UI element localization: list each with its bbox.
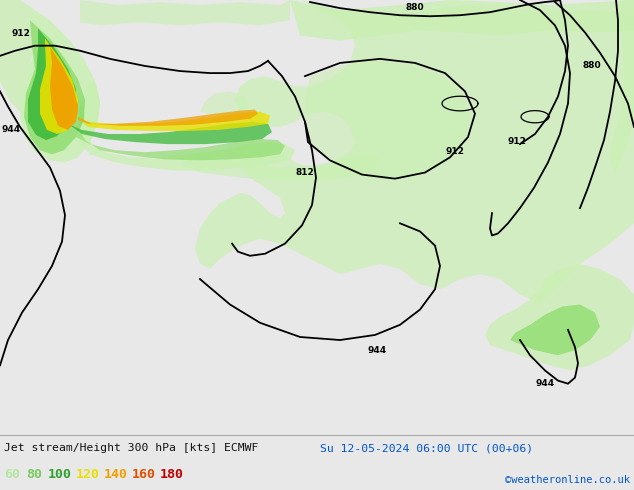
Text: ©weatheronline.co.uk: ©weatheronline.co.uk	[505, 475, 630, 485]
Text: 944: 944	[368, 346, 387, 355]
Polygon shape	[50, 47, 78, 130]
Polygon shape	[180, 152, 380, 181]
Polygon shape	[24, 20, 85, 154]
Polygon shape	[510, 304, 600, 355]
Text: Jet stream/Height 300 hPa [kts] ECMWF: Jet stream/Height 300 hPa [kts] ECMWF	[4, 443, 259, 453]
Polygon shape	[200, 91, 250, 117]
Polygon shape	[80, 0, 290, 25]
Text: 912: 912	[508, 137, 527, 146]
Text: 812: 812	[295, 168, 314, 176]
Polygon shape	[610, 0, 634, 172]
Polygon shape	[195, 0, 634, 304]
Polygon shape	[76, 99, 285, 160]
Polygon shape	[305, 61, 470, 181]
Text: 880: 880	[406, 2, 424, 12]
Text: 880: 880	[583, 61, 601, 71]
Polygon shape	[28, 28, 76, 140]
Polygon shape	[290, 0, 634, 41]
Text: 120: 120	[76, 467, 100, 481]
Text: 944: 944	[535, 379, 554, 388]
Polygon shape	[68, 87, 272, 144]
Text: 944: 944	[2, 125, 21, 134]
Text: 912: 912	[12, 28, 31, 38]
Text: 180: 180	[160, 467, 184, 481]
Polygon shape	[78, 81, 295, 171]
Text: 912: 912	[445, 147, 464, 156]
Text: Su 12-05-2024 06:00 UTC (00+06): Su 12-05-2024 06:00 UTC (00+06)	[320, 443, 533, 453]
Text: 60: 60	[4, 467, 20, 481]
Text: 100: 100	[48, 467, 72, 481]
Text: 80: 80	[26, 467, 42, 481]
Polygon shape	[76, 103, 258, 126]
Text: 140: 140	[104, 467, 128, 481]
Text: 160: 160	[132, 467, 156, 481]
Polygon shape	[76, 99, 270, 131]
Polygon shape	[485, 264, 634, 370]
Polygon shape	[40, 39, 78, 134]
Polygon shape	[0, 0, 38, 112]
Polygon shape	[20, 0, 100, 162]
